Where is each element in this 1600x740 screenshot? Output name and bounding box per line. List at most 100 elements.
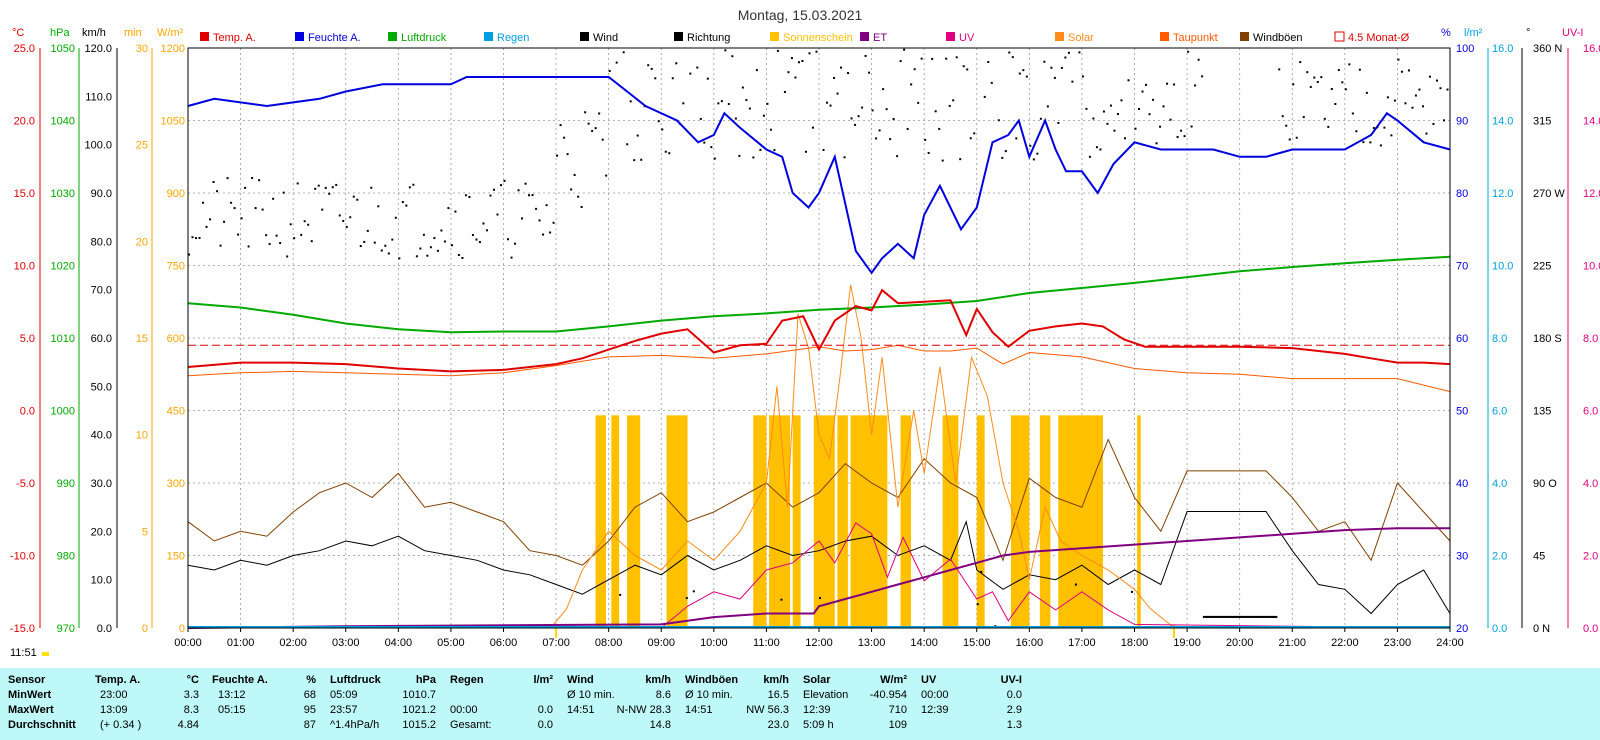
- direction-point: [882, 88, 885, 91]
- series-line-et: [187, 527, 1450, 629]
- axis-wind-tick: 40.0: [91, 430, 112, 442]
- axis-wind-tick: 90.0: [91, 188, 112, 200]
- direction-point: [766, 102, 769, 105]
- x-tick-label: 18:00: [1121, 637, 1149, 649]
- direction-point: [738, 154, 741, 157]
- direction-point: [608, 69, 611, 72]
- direction-point: [352, 195, 355, 198]
- axis-sunshine-tick: 0: [142, 623, 148, 635]
- sunshine-bar: [900, 415, 912, 628]
- direction-point: [1379, 144, 1382, 147]
- direction-point: [1270, 615, 1273, 618]
- direction-point: [1116, 113, 1119, 116]
- direction-point: [815, 50, 818, 53]
- direction-point: [1145, 83, 1148, 86]
- direction-point: [345, 225, 348, 228]
- direction-point: [478, 241, 481, 244]
- direction-point: [759, 148, 762, 151]
- direction-point: [296, 182, 299, 185]
- legend-label: Feuchte A.: [308, 32, 361, 44]
- axis-humidity-unit: %: [1441, 27, 1451, 39]
- legend-swatch: [1334, 31, 1345, 42]
- direction-point: [1085, 107, 1088, 110]
- direction-point: [464, 194, 467, 197]
- axis-solar-unit: W/m²: [157, 27, 184, 39]
- direction-point: [762, 114, 765, 117]
- direction-point: [226, 177, 229, 180]
- direction-point: [1221, 615, 1224, 618]
- direction-point: [1134, 127, 1137, 130]
- direction-point: [237, 233, 240, 236]
- x-tick-label: 08:00: [595, 637, 623, 649]
- axis-pressure-tick: 1020: [51, 261, 75, 273]
- sunshine-bar: [813, 415, 835, 628]
- direction-point: [377, 205, 380, 208]
- stats-rain-value: 0.0: [537, 704, 553, 716]
- direction-point: [668, 152, 671, 155]
- stats-temp-time: (+ 0.34 ): [100, 719, 142, 731]
- stats-rain-value: 0.0: [537, 719, 553, 731]
- direction-point: [254, 207, 257, 210]
- sunshine-bar: [753, 415, 767, 628]
- stats-header-pressure-unit: hPa: [415, 674, 436, 686]
- direction-point: [1337, 69, 1340, 72]
- stats-pressure-time: 05:09: [330, 689, 358, 701]
- direction-point: [433, 237, 436, 240]
- direction-point: [1323, 117, 1326, 120]
- chart-title: Montag, 15.03.2021: [738, 7, 863, 23]
- direction-point: [938, 127, 941, 130]
- time-label: 11:51: [10, 647, 37, 659]
- axis-temp-tick: 10.0: [14, 261, 35, 273]
- direction-point: [436, 249, 439, 252]
- direction-point: [545, 204, 548, 207]
- direction-point: [1253, 615, 1256, 618]
- series-line-solar: [188, 284, 1450, 629]
- direction-point: [840, 66, 843, 69]
- direction-point: [755, 69, 758, 72]
- stats-header-pressure: Luftdruck: [330, 674, 381, 686]
- direction-point: [387, 252, 390, 255]
- stats-temp-value: 3.3: [183, 689, 199, 701]
- stats-gusts-label: Ø 10 min.: [685, 689, 733, 701]
- stats-header-solar-unit: W/m²: [880, 674, 907, 686]
- direction-point: [997, 119, 1000, 122]
- direction-point: [1162, 105, 1165, 108]
- direction-point: [566, 153, 569, 156]
- direction-point: [1109, 104, 1112, 107]
- direction-point: [1224, 615, 1227, 618]
- axis-direction-tick: 45: [1533, 551, 1545, 563]
- direction-point: [1258, 615, 1261, 618]
- axis-rain-tick: 2.0: [1492, 551, 1507, 563]
- direction-point: [1213, 615, 1216, 618]
- direction-point: [570, 188, 573, 191]
- sunshine-bar: [1039, 415, 1051, 628]
- axis-wind-tick: 0.0: [97, 623, 112, 635]
- x-tick-label: 05:00: [437, 637, 465, 649]
- direction-point: [499, 184, 502, 187]
- direction-point: [1432, 122, 1435, 125]
- stats-header-gusts-unit: km/h: [763, 674, 789, 686]
- direction-point: [804, 150, 807, 153]
- direction-point: [307, 223, 310, 226]
- direction-point: [489, 194, 492, 197]
- direction-point: [948, 104, 951, 107]
- direction-point: [1425, 132, 1428, 135]
- axis-pressure-tick: 990: [57, 478, 75, 490]
- direction-point: [1285, 124, 1288, 127]
- axis-wind-tick: 70.0: [91, 285, 112, 297]
- direction-point: [1369, 141, 1372, 144]
- sunshine-bar: [1058, 415, 1103, 628]
- axis-uv-tick: 14.0: [1583, 116, 1600, 128]
- direction-point: [1217, 615, 1220, 618]
- x-tick-label: 04:00: [385, 637, 413, 649]
- axis-wind-tick: 30.0: [91, 478, 112, 490]
- direction-point: [605, 174, 608, 177]
- direction-point: [1411, 106, 1414, 109]
- direction-point: [685, 597, 688, 600]
- axis-pressure-tick: 1000: [51, 406, 75, 418]
- direction-point: [577, 195, 580, 198]
- direction-point: [1316, 80, 1319, 83]
- direction-point: [1127, 79, 1130, 82]
- direction-point: [1004, 150, 1007, 153]
- axis-humidity-tick: 50: [1456, 406, 1468, 418]
